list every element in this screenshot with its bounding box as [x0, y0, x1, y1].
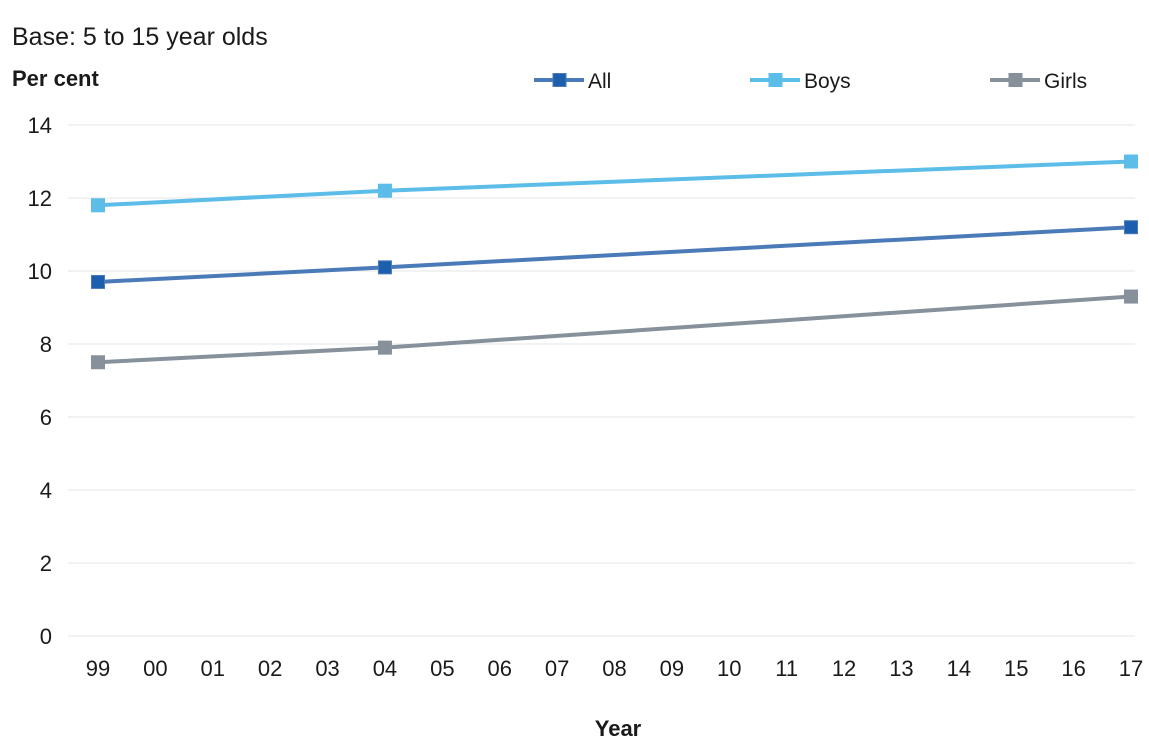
- data-point-boys: [1124, 154, 1138, 169]
- x-tick-label: 07: [545, 656, 569, 681]
- x-tick-label: 01: [201, 656, 225, 681]
- y-tick-label: 8: [40, 332, 52, 357]
- y-tick-labels: 0 2 4 6 8 10 12 14: [28, 113, 52, 649]
- data-point-girls: [377, 340, 392, 355]
- x-tick-label: 15: [1004, 656, 1028, 681]
- legend-label: Girls: [1044, 70, 1087, 93]
- data-point-all: [377, 260, 392, 275]
- legend-swatch-marker: [1008, 73, 1023, 87]
- x-tick-label: 04: [373, 656, 397, 681]
- x-axis-label: Year: [595, 716, 642, 740]
- x-tick-label: 13: [889, 656, 913, 681]
- chart-subtitle: Base: 5 to 15 year olds: [12, 23, 268, 51]
- data-point-boys: [377, 183, 392, 198]
- data-point-girls: [1124, 289, 1138, 304]
- x-tick-label: 02: [258, 656, 282, 681]
- x-tick-label: 17: [1119, 656, 1143, 681]
- series-lines: [91, 154, 1138, 370]
- x-tick-label: 06: [487, 656, 511, 681]
- y-tick-label: 0: [40, 624, 52, 649]
- legend-label: All: [588, 70, 611, 93]
- legend-swatch-marker: [552, 73, 567, 87]
- y-tick-label: 14: [28, 113, 52, 138]
- legend: All Boys Girls: [534, 70, 1087, 93]
- data-point-all: [91, 274, 105, 289]
- y-tick-label: 12: [28, 186, 52, 211]
- x-tick-label: 10: [717, 656, 741, 681]
- x-tick-label: 09: [660, 656, 684, 681]
- x-tick-label: 00: [143, 656, 167, 681]
- y-tick-label: 10: [28, 259, 52, 284]
- series-line-all: [97, 225, 1132, 284]
- series-all: [91, 220, 1138, 289]
- legend-item-all: All: [534, 70, 611, 93]
- x-tick-label: 05: [430, 656, 454, 681]
- legend-item-boys: Boys: [750, 70, 851, 93]
- legend-swatch-marker: [768, 73, 783, 87]
- gridlines: [68, 124, 1135, 637]
- legend-label: Boys: [804, 70, 851, 93]
- y-tick-label: 4: [40, 478, 52, 503]
- x-tick-labels: 99 00 01 02 03 04 05 06 07 08 09 10 11 12 13 14 15 16 17: [86, 656, 1143, 681]
- x-tick-label: 14: [947, 656, 971, 681]
- x-tick-label: 12: [832, 656, 856, 681]
- x-tick-label: 11: [775, 656, 798, 681]
- y-tick-label: 2: [40, 551, 52, 576]
- series-line-girls: [97, 294, 1132, 365]
- legend-item-girls: Girls: [990, 70, 1087, 93]
- series-girls: [91, 289, 1138, 370]
- x-tick-label: 03: [315, 656, 339, 681]
- series-boys: [91, 154, 1138, 213]
- y-tick-label: 6: [40, 405, 52, 430]
- x-tick-label: 08: [602, 656, 626, 681]
- x-tick-label: 16: [1061, 656, 1085, 681]
- data-point-all: [1124, 220, 1138, 235]
- data-point-boys: [91, 198, 105, 213]
- x-tick-label: 99: [86, 656, 110, 681]
- y-axis-label: Per cent: [12, 66, 99, 91]
- series-line-boys: [97, 159, 1132, 208]
- data-point-girls: [91, 355, 105, 370]
